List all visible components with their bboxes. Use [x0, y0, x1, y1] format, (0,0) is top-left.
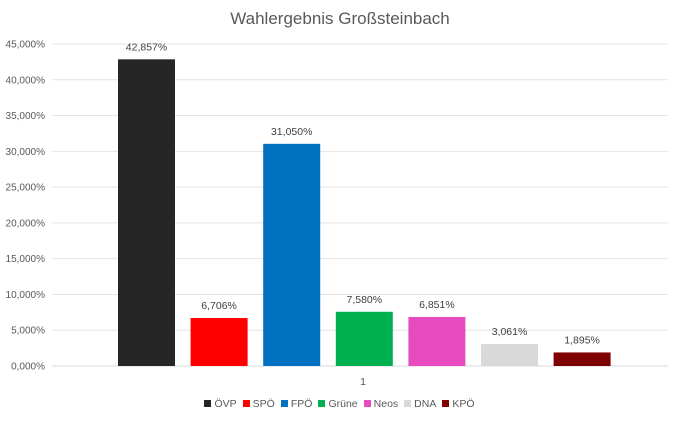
- y-tick-label: 15,000%: [6, 254, 46, 265]
- x-axis: 1: [360, 376, 366, 388]
- legend-swatch: [363, 400, 371, 407]
- data-labels: 42,857% 6,706% 31,050% 7,580% 6,851% 3,061% 1,…: [126, 41, 600, 346]
- legend-swatch: [404, 400, 412, 407]
- legend-item-grüne: Grüne: [318, 398, 358, 410]
- data-label-spö: 6,706%: [201, 300, 237, 312]
- bar-neos: [408, 316, 466, 366]
- legend-item-kpö: KPÖ: [442, 398, 475, 410]
- data-label-dna: 3,061%: [492, 326, 528, 338]
- y-tick-label: 35,000%: [6, 111, 46, 122]
- legend-swatch: [280, 400, 288, 407]
- legend-label: Neos: [373, 398, 399, 410]
- y-tick-label: 30,000%: [6, 147, 46, 158]
- legend-label: SPÖ: [252, 398, 275, 410]
- y-tick-label: 20,000%: [6, 218, 46, 229]
- bar-övp: [118, 59, 175, 367]
- y-tick-label: 0,000%: [11, 362, 45, 373]
- legend-item-fpö: FPÖ: [280, 398, 313, 410]
- bar-fpö: [263, 143, 321, 366]
- data-label-fpö: 31,050%: [271, 126, 312, 138]
- legend-swatch: [242, 400, 250, 407]
- legend-item-neos: Neos: [363, 398, 399, 410]
- y-tick-label: 25,000%: [6, 183, 46, 194]
- y-tick-label: 5,000%: [11, 326, 45, 337]
- x-category-label: 1: [360, 376, 366, 388]
- bar-grüne: [335, 311, 393, 366]
- data-label-kpö: 1,895%: [564, 334, 600, 346]
- y-axis: 0,000% 5,000% 10,000% 15,000% 20,000% 25,000%…: [6, 40, 46, 373]
- legend-label: DNA: [414, 398, 437, 410]
- data-label-neos: 6,851%: [419, 299, 455, 311]
- legend-item-övp: ÖVP: [204, 398, 237, 410]
- legend: ÖVP SPÖ FPÖ Grüne Neos DNA KPÖ: [0, 398, 679, 410]
- legend-label: FPÖ: [290, 398, 313, 410]
- y-tick-label: 40,000%: [6, 75, 46, 86]
- y-tick-label: 10,000%: [6, 290, 46, 301]
- legend-swatch: [204, 400, 212, 407]
- legend-label: Grüne: [328, 398, 358, 410]
- legend-swatch: [442, 400, 450, 407]
- legend-label: KPÖ: [452, 398, 475, 410]
- data-label-grüne: 7,580%: [346, 294, 382, 306]
- bar-kpö: [553, 352, 611, 366]
- data-label-övp: 42,857%: [126, 41, 167, 53]
- legend-swatch: [318, 400, 326, 407]
- chart-title: Wahlergebnis Großsteinbach: [230, 9, 450, 28]
- legend-item-spö: SPÖ: [242, 398, 275, 410]
- bar-spö: [190, 318, 248, 366]
- legend-label: ÖVP: [214, 398, 237, 410]
- y-tick-label: 45,000%: [6, 40, 46, 51]
- legend-item-dna: DNA: [404, 398, 436, 410]
- bar-dna: [481, 344, 538, 366]
- bars: [118, 59, 611, 367]
